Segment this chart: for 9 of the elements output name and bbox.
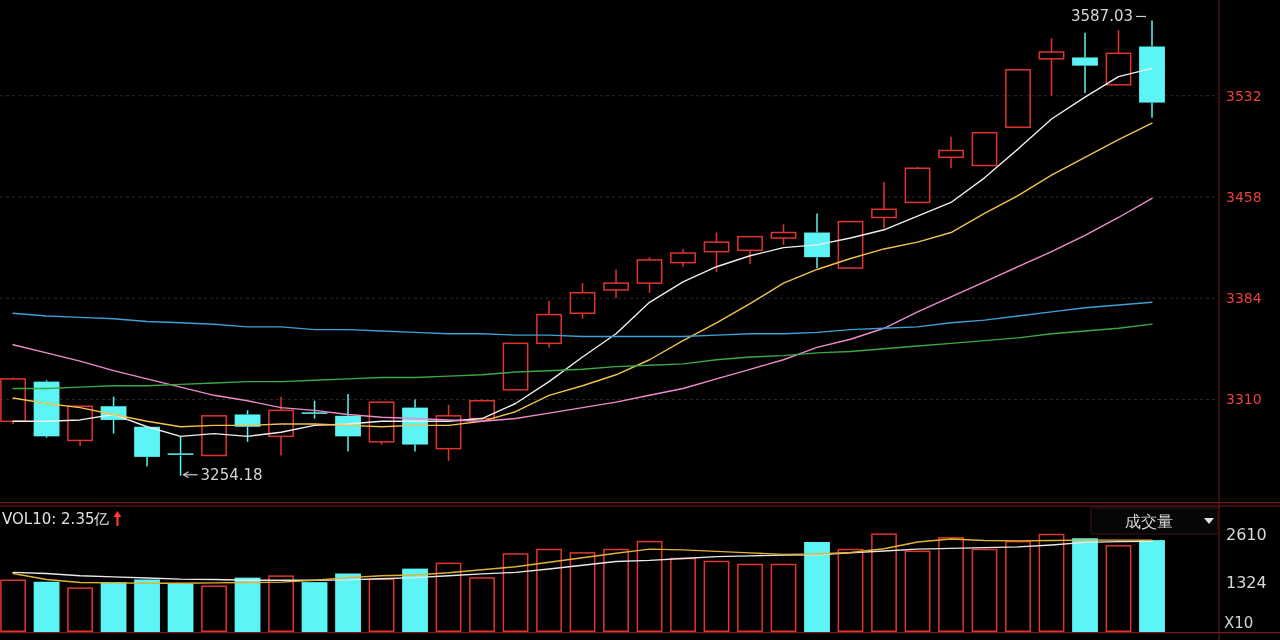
y-tick-label: 3384: [1226, 290, 1262, 307]
dropdown-label: 成交量: [1125, 511, 1173, 531]
y-tick-label: 3458: [1226, 188, 1262, 205]
y-tick-label: 3310: [1226, 391, 1262, 408]
y-tick-label: 1324: [1226, 572, 1267, 592]
y-tick-label: 3532: [1226, 87, 1262, 104]
y-tick-label: 2610: [1226, 524, 1267, 544]
y-axis-unit: X10: [1224, 614, 1254, 632]
panel-title: VOL10: 2.35亿: [2, 510, 110, 528]
